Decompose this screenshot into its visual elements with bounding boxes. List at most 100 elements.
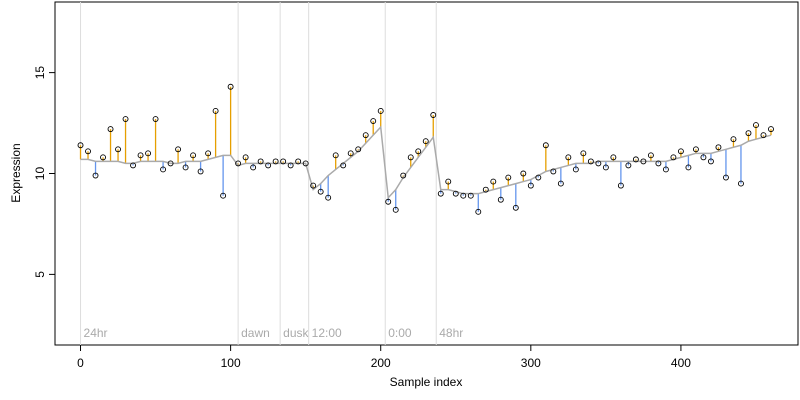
data-point (475, 208, 482, 215)
data-point (505, 174, 512, 181)
data-point (370, 118, 377, 124)
data-point (175, 146, 182, 153)
data-point (542, 142, 549, 149)
data-point (670, 154, 677, 161)
data-point (302, 160, 309, 167)
data-point (145, 150, 152, 157)
data-point (100, 154, 106, 161)
data-point (610, 154, 617, 161)
data-point (107, 126, 114, 133)
event-label: dusk (283, 326, 309, 340)
data-point (152, 116, 159, 122)
data-point (753, 122, 759, 129)
data-point (272, 158, 279, 165)
data-point (407, 154, 414, 161)
data-point (445, 178, 452, 185)
data-point (768, 126, 774, 133)
data-point (617, 182, 624, 189)
data-point (452, 190, 459, 197)
event-label: 0:00 (388, 326, 412, 340)
data-point (565, 154, 572, 161)
data-point (692, 146, 699, 153)
data-point (137, 152, 144, 159)
data-point (662, 166, 669, 173)
x-tick-label: 400 (671, 356, 691, 370)
data-point (347, 150, 354, 157)
data-point (677, 148, 684, 155)
data-point (587, 158, 594, 165)
data-point (730, 136, 737, 143)
data-point (167, 160, 174, 167)
data-point (572, 166, 579, 173)
data-point (467, 192, 474, 199)
data-point (287, 162, 294, 169)
data-point (647, 152, 654, 159)
data-point (220, 192, 227, 199)
data-point (227, 83, 234, 90)
data-point (715, 144, 722, 151)
data-point (700, 154, 707, 161)
data-point (632, 156, 639, 163)
x-tick-label: 0 (77, 356, 84, 370)
y-tick-label: 15 (33, 66, 47, 80)
data-point (422, 138, 429, 145)
data-point (362, 132, 369, 139)
data-point (317, 188, 324, 195)
data-point (77, 142, 84, 149)
data-point (520, 170, 527, 177)
data-point (250, 164, 257, 171)
data-point (512, 204, 519, 211)
data-point (527, 182, 534, 189)
data-point (707, 158, 714, 165)
data-point (745, 130, 752, 137)
data-point (640, 158, 647, 165)
data-point (280, 158, 287, 165)
data-point (377, 108, 384, 114)
data-point (355, 146, 362, 153)
data-point (595, 160, 602, 167)
data-point (197, 168, 204, 175)
x-axis-label: Sample index (390, 375, 463, 389)
data-point (242, 154, 249, 161)
data-point (340, 162, 347, 169)
event-label: dawn (241, 326, 270, 340)
data-point (482, 186, 489, 193)
data-point (685, 164, 692, 171)
data-point (257, 158, 264, 165)
y-tick-label: 5 (33, 271, 47, 278)
y-axis-label: Expression (9, 143, 23, 202)
data-point (212, 108, 219, 114)
data-point (325, 194, 332, 201)
event-label: 12:00 (312, 326, 342, 340)
data-point (190, 152, 197, 159)
data-point (460, 192, 467, 199)
data-point (490, 178, 497, 185)
data-point (723, 174, 729, 181)
data-point (265, 162, 272, 169)
data-point (235, 160, 242, 167)
data-point (602, 164, 609, 171)
data-point (122, 116, 129, 122)
y-tick-label: 10 (33, 167, 47, 181)
data-point (85, 148, 91, 155)
data-point (550, 168, 557, 175)
data-point (580, 150, 587, 157)
data-point (557, 180, 564, 187)
x-tick-label: 100 (221, 356, 241, 370)
plot-frame (54, 1, 799, 346)
data-point (92, 172, 99, 179)
data-point (400, 172, 407, 179)
data-point (437, 190, 444, 197)
data-point (115, 146, 121, 153)
event-label: 24hr (84, 326, 108, 340)
event-label: 48hr (439, 326, 463, 340)
data-point (625, 162, 632, 169)
data-point (535, 174, 542, 181)
x-tick-label: 200 (371, 356, 391, 370)
data-point (497, 196, 504, 203)
data-point (738, 180, 744, 187)
data-point (332, 152, 339, 159)
data-point (415, 148, 422, 155)
data-point (385, 198, 392, 205)
